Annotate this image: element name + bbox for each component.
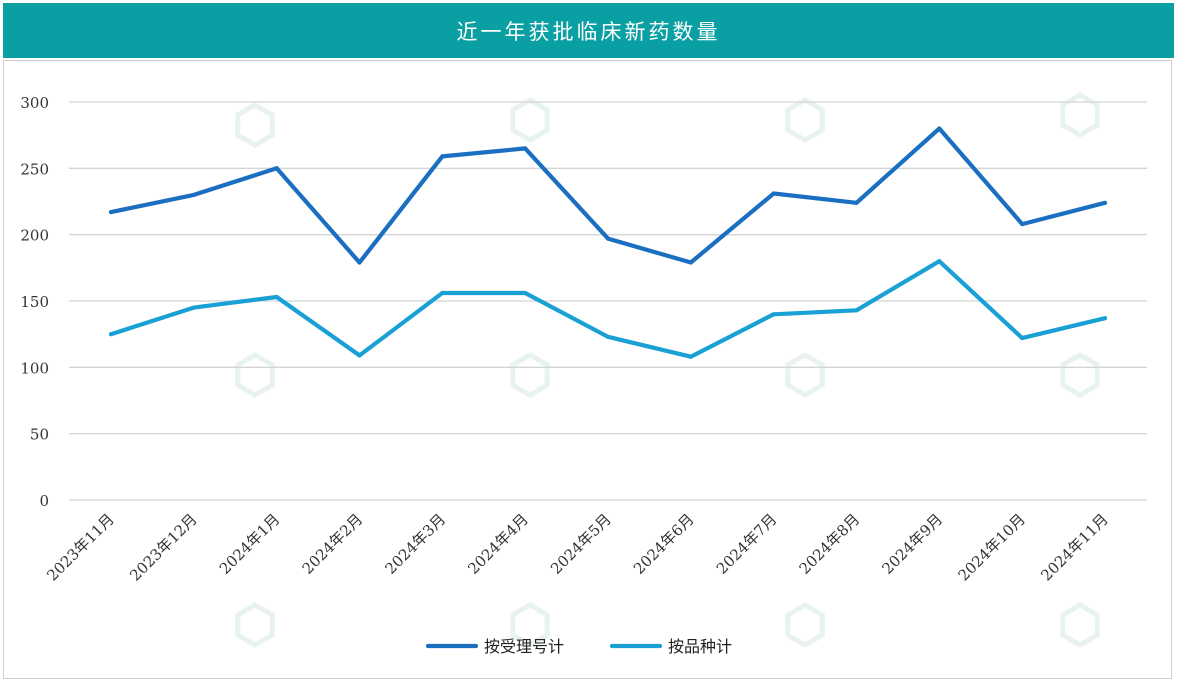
series-line-2 bbox=[108, 259, 1108, 359]
y-axis: 0 50 100 150 200 250 300 bbox=[20, 94, 49, 510]
chart-title-bar: 近一年获批临床新药数量 bbox=[3, 3, 1174, 58]
data-point bbox=[191, 192, 196, 197]
data-point bbox=[937, 126, 942, 131]
watermark-icon bbox=[235, 102, 275, 148]
x-tick-label: 2024年6月 bbox=[630, 510, 698, 578]
x-tick-label: 2024年4月 bbox=[464, 510, 532, 578]
y-tick-label: 300 bbox=[20, 94, 49, 112]
chart-title: 近一年获批临床新药数量 bbox=[456, 19, 721, 44]
data-point bbox=[440, 291, 445, 296]
x-tick-label: 2024年3月 bbox=[381, 510, 449, 578]
x-tick-label: 2024年1月 bbox=[216, 510, 284, 578]
data-point bbox=[688, 354, 693, 359]
data-point bbox=[606, 236, 610, 241]
watermark-icon bbox=[235, 602, 275, 648]
data-point bbox=[771, 191, 776, 196]
data-point bbox=[274, 166, 279, 171]
series-line-1 bbox=[108, 126, 1108, 265]
data-point bbox=[937, 259, 942, 264]
x-tick-label: 2024年11月 bbox=[1037, 510, 1111, 584]
data-point bbox=[440, 154, 445, 159]
data-point bbox=[191, 305, 196, 310]
watermark-icon bbox=[785, 352, 825, 398]
y-tick-label: 0 bbox=[39, 492, 49, 510]
data-point bbox=[523, 291, 528, 296]
data-point bbox=[771, 312, 776, 317]
x-tick-label: 2024年10月 bbox=[955, 510, 1029, 584]
watermark-icon bbox=[785, 97, 825, 143]
data-point bbox=[606, 334, 610, 339]
grid-lines bbox=[69, 101, 1147, 501]
legend-label: 按品种计 bbox=[668, 637, 732, 656]
x-tick-label: 2024年5月 bbox=[547, 510, 615, 578]
watermark-icon bbox=[510, 602, 550, 648]
chart-frame bbox=[3, 60, 1172, 679]
data-point bbox=[523, 146, 528, 151]
x-tick-label: 2024年2月 bbox=[299, 510, 367, 578]
watermark-icon bbox=[785, 602, 825, 648]
x-tick-label: 2023年12月 bbox=[126, 510, 200, 584]
watermark-icon bbox=[510, 352, 550, 398]
data-point bbox=[1103, 200, 1107, 205]
watermark-icon bbox=[1060, 352, 1100, 398]
watermark-icon bbox=[235, 352, 275, 398]
x-tick-label: 2024年7月 bbox=[713, 510, 781, 578]
series-layer bbox=[108, 126, 1108, 359]
y-tick-label: 250 bbox=[20, 160, 49, 178]
data-point bbox=[357, 353, 362, 358]
y-tick-label: 200 bbox=[20, 227, 49, 245]
data-point bbox=[109, 332, 113, 337]
watermark-icon bbox=[510, 97, 550, 143]
x-axis: 2023年11月 2023年12月 2024年1月 2024年2月 2024年3月 202… bbox=[43, 510, 1111, 584]
data-point bbox=[274, 295, 279, 300]
x-tick-label: 2024年8月 bbox=[796, 510, 864, 578]
data-point bbox=[1020, 336, 1025, 341]
data-point bbox=[109, 210, 113, 215]
y-tick-label: 50 bbox=[30, 426, 49, 444]
legend: 按受理号计 按品种计 bbox=[425, 637, 732, 656]
data-point bbox=[688, 260, 693, 265]
data-point bbox=[357, 260, 362, 265]
y-tick-label: 100 bbox=[20, 359, 49, 377]
x-tick-label: 2024年9月 bbox=[878, 510, 946, 578]
watermark-icon bbox=[1060, 92, 1100, 138]
data-point bbox=[1020, 222, 1025, 227]
data-point bbox=[854, 200, 859, 205]
legend-label: 按受理号计 bbox=[484, 637, 564, 656]
data-point bbox=[854, 308, 859, 313]
y-tick-label: 150 bbox=[20, 293, 49, 311]
x-tick-label: 2023年11月 bbox=[43, 510, 117, 584]
watermark-layer bbox=[235, 92, 1100, 648]
watermark-icon bbox=[1060, 602, 1100, 648]
data-point bbox=[1103, 316, 1107, 321]
